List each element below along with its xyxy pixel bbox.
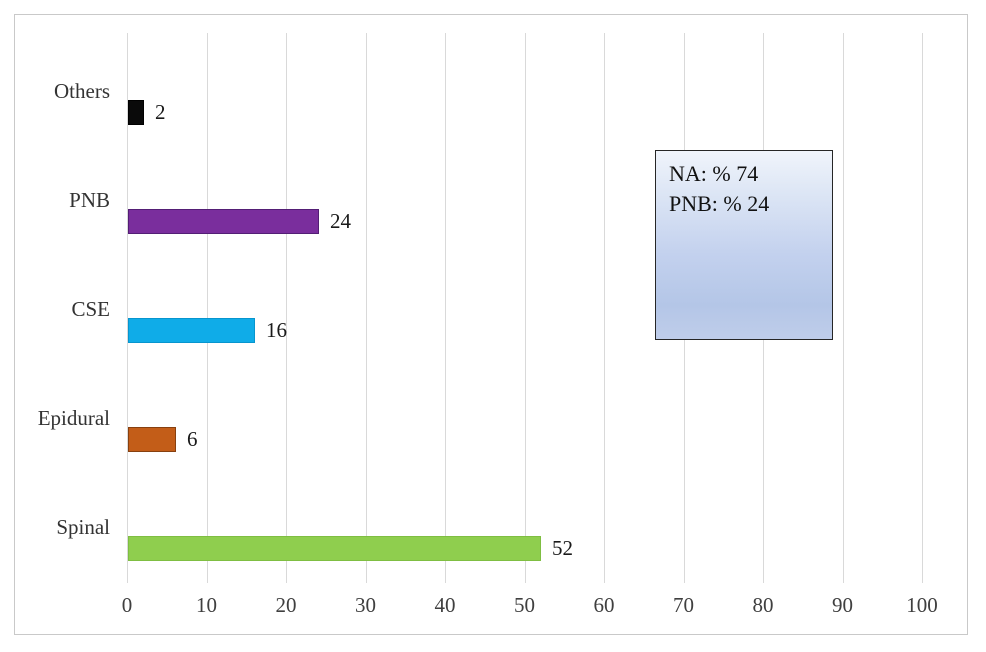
annotation-line-na: NA: % 74 — [669, 161, 759, 186]
gridline — [524, 33, 526, 583]
category-label: Epidural — [37, 406, 110, 430]
bar — [128, 100, 144, 125]
x-axis-tick-label: 30 — [355, 593, 376, 617]
x-axis-tick-label: 40 — [434, 593, 456, 617]
category-label: CSE — [71, 297, 110, 321]
bar-value-label: 24 — [330, 209, 351, 233]
bar — [128, 427, 176, 452]
x-axis-tick-label: 70 — [673, 593, 694, 617]
gridline — [445, 33, 446, 583]
x-axis-tick-label: 80 — [752, 593, 774, 617]
category-label: Others — [54, 79, 110, 103]
gridline — [286, 33, 287, 583]
annotation-line-pnb: PNB: % 24 — [669, 191, 770, 216]
x-axis-tick-label: 100 — [906, 593, 938, 617]
gridline — [206, 33, 208, 583]
gridline — [842, 33, 844, 583]
x-axis-tick-label: 60 — [593, 593, 615, 617]
x-axis-tick-label: 90 — [832, 593, 853, 617]
category-label: PNB — [69, 188, 110, 212]
bar — [128, 209, 319, 234]
x-axis-tick-label: 0 — [121, 593, 133, 617]
x-axis-tick-label: 10 — [196, 593, 217, 617]
x-axis-tick-label: 20 — [275, 593, 297, 617]
gridline — [127, 33, 128, 583]
bar-value-label: 52 — [552, 536, 573, 560]
category-label: Spinal — [56, 515, 110, 539]
gridline — [604, 33, 605, 583]
gridline — [922, 33, 923, 583]
bar-value-label: 16 — [266, 318, 287, 342]
bar — [128, 318, 255, 343]
x-axis-tick-label: 50 — [514, 593, 535, 617]
gridline — [365, 33, 367, 583]
bar-value-label: 2 — [155, 100, 166, 124]
bar — [128, 536, 541, 561]
bar-value-label: 6 — [187, 427, 198, 451]
annotation-box: NA: % 74 PNB: % 24 — [655, 150, 833, 340]
